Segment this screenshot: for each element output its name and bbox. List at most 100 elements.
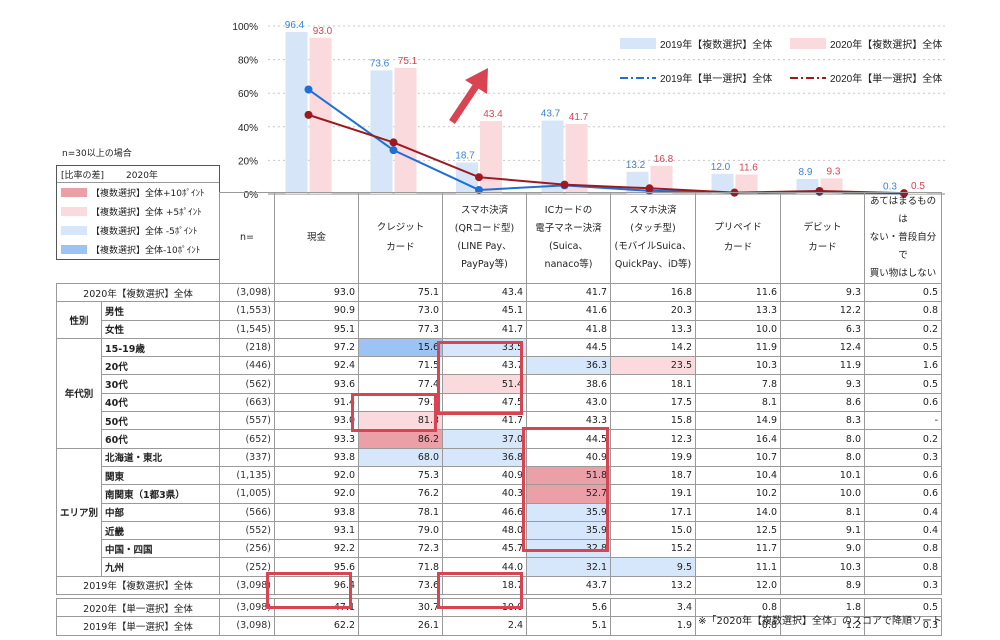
table-cell: 41.7 xyxy=(526,282,612,303)
table-cell: 36.3 xyxy=(526,356,612,376)
table-cell: 11.9 xyxy=(695,337,782,358)
table-cell: 0.6 xyxy=(864,484,943,504)
table-cell: 46.6 xyxy=(442,502,528,522)
column-header-line: デビット xyxy=(803,222,842,233)
column-header-line: プリペイド xyxy=(714,222,762,233)
table-cell: 71.5 xyxy=(358,356,444,376)
table-row: 60代 (652) 93.3 86.2 37.0 44.5 12.3 16.4 8.0 0.2 xyxy=(57,429,943,449)
table-cell: 81.3 xyxy=(358,411,444,431)
table-cell: 45.1 xyxy=(442,301,528,321)
bar-data-label: 8.9 xyxy=(799,167,813,178)
row-n: (1,005) xyxy=(219,484,276,504)
bar-data-label: 93.0 xyxy=(313,26,333,37)
bar xyxy=(456,162,478,194)
bar xyxy=(309,37,332,195)
difference-legend-title: [比率の差] xyxy=(61,170,105,181)
bar-data-label: 16.8 xyxy=(654,154,674,165)
difference-legend-swatch xyxy=(61,226,87,235)
bar-data-label: 0.3 xyxy=(883,181,897,192)
y-tick-label: 60% xyxy=(238,89,258,100)
table-cell: 13.2 xyxy=(610,575,697,596)
column-header-line: カード xyxy=(386,242,415,253)
table-cell: 0.8 xyxy=(864,301,943,321)
table-cell: 75.1 xyxy=(358,282,444,303)
table-cell: 12.0 xyxy=(695,575,782,596)
table-cell: 32.1 xyxy=(526,557,612,577)
column-header-line: ICカードの xyxy=(544,205,593,216)
legend-label: 2020年【単一選択】全体 xyxy=(830,72,942,85)
footnote: ※「2020年【複数選択】全体」のスコアで降順ソート xyxy=(698,616,942,627)
table-cell: 8.1 xyxy=(695,392,782,413)
table-row: 50代 (557) 93.0 81.3 41.7 43.3 15.8 14.9 8.3- xyxy=(57,411,943,431)
row-label: 15-19歳 xyxy=(101,337,221,358)
table-row: 女性 (1,545) 95.1 77.3 41.7 41.8 13.3 10.0 6.3 0.2 xyxy=(57,319,943,339)
difference-legend-label: 【複数選択】全体-10ﾎﾟｲﾝﾄ xyxy=(91,246,201,256)
difference-legend-item: 【複数選択】全体 +5ﾎﾟｲﾝﾄ xyxy=(57,202,219,221)
row-group-label: 性別 xyxy=(55,301,103,339)
row-label: 男性 xyxy=(101,301,221,321)
table-cell: 62.2 xyxy=(274,616,360,636)
table-cell: 0.6 xyxy=(864,392,943,413)
bar xyxy=(394,67,417,194)
table-row: 30代 (562) 93.6 77.4 51.4 38.6 18.1 7.8 9.3 0.5 xyxy=(57,374,943,394)
table-cell: 23.5 xyxy=(610,356,697,376)
row-group-label: エリア別 xyxy=(55,447,103,577)
trend-arrow-head xyxy=(465,68,488,94)
table-cell: 10.3 xyxy=(695,356,782,376)
row-n: (3,098) xyxy=(219,575,276,596)
table-cell: 20.3 xyxy=(610,301,697,321)
table-cell: 9.0 xyxy=(780,539,866,559)
table-cell: 8.0 xyxy=(780,429,866,449)
legend-label: 2019年【複数選択】全体 xyxy=(660,38,772,51)
column-header-line: 現金 xyxy=(307,232,327,243)
table-cell: 16.8 xyxy=(610,282,697,303)
table-cell: 0.2 xyxy=(864,429,943,449)
table-cell: 12.5 xyxy=(695,520,782,541)
table-cell: 1.9 xyxy=(610,616,697,636)
row-n: (337) xyxy=(219,447,276,467)
table-cell: 92.0 xyxy=(274,465,360,486)
table-cell: 86.2 xyxy=(358,429,444,449)
series-line xyxy=(308,113,905,195)
row-n: (566) xyxy=(219,502,276,522)
legend-label: 2020年【複数選択】全体 xyxy=(830,38,942,51)
table-cell: 1.6 xyxy=(864,356,943,376)
table-cell: 14.2 xyxy=(610,337,697,358)
table-row: 2019年【複数選択】全体 (3,098) 96.4 73.6 18.7 43.7 13.2… xyxy=(55,575,943,596)
bar xyxy=(820,178,843,194)
table-cell: 11.9 xyxy=(780,356,866,376)
row-n: (1,545) xyxy=(219,319,276,339)
table-row: 2020年【複数選択】全体 (3,098) 93.0 75.1 43.4 41.7 16.8… xyxy=(55,282,943,303)
column-header: プリペイド カード xyxy=(695,192,782,284)
table-cell: 18.1 xyxy=(610,374,697,394)
table-cell: 10.4 xyxy=(695,465,782,486)
table-cell: 93.6 xyxy=(274,374,360,394)
row-label: 2020年【複数選択】全体 xyxy=(55,282,221,303)
bar-data-label: 0.5 xyxy=(911,181,925,192)
bar xyxy=(480,121,502,194)
table-cell: 93.3 xyxy=(274,429,360,449)
column-header: あてはまるものは ない・普段自分で 買い物はしない xyxy=(864,192,943,284)
bar xyxy=(650,165,673,194)
table-cell: 41.6 xyxy=(526,301,612,321)
table-cell: 10.0 xyxy=(780,484,866,504)
highlight-credit-50s-60s xyxy=(351,393,437,432)
row-label: 北海道・東北 xyxy=(101,447,221,467)
highlight-ic-area xyxy=(522,427,609,552)
row-n: (562) xyxy=(219,374,276,394)
bar-data-label: 96.4 xyxy=(285,20,305,31)
table-cell: 0.3 xyxy=(864,575,943,596)
highlight-qr-single xyxy=(437,572,523,609)
table-cell: 8.3 xyxy=(780,411,866,431)
row-label: 近畿 xyxy=(101,520,221,541)
table-cell: 96.4 xyxy=(274,575,360,596)
legend-label: 2019年【単一選択】全体 xyxy=(660,72,772,85)
table-cell: 17.1 xyxy=(610,502,697,522)
bar-data-label: 43.7 xyxy=(541,109,561,120)
n-header: n= xyxy=(219,192,276,284)
table-cell: 79.0 xyxy=(358,520,444,541)
difference-legend-item: 【複数選択】全体+10ﾎﾟｲﾝﾄ xyxy=(57,183,219,202)
table-cell: 26.1 xyxy=(358,616,444,636)
column-header-line: スマホ決済 xyxy=(629,205,677,216)
column-header-line: ない・普段自分で xyxy=(869,232,937,261)
